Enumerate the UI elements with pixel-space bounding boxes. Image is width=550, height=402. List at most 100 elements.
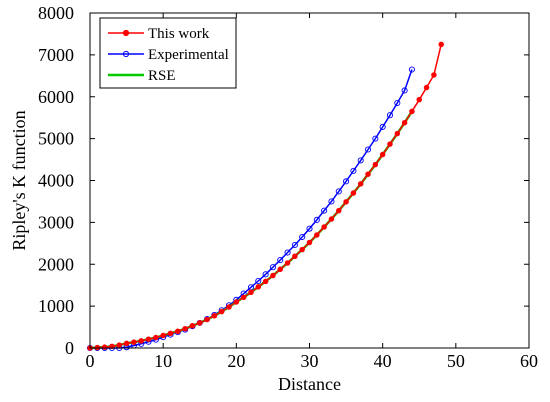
data-point (401, 119, 408, 126)
x-tick-label: 60 (520, 351, 538, 371)
data-point (175, 328, 181, 335)
data-point (291, 241, 298, 249)
data-point (218, 308, 225, 315)
data-point (394, 130, 401, 137)
data-point (365, 171, 371, 177)
data-point (336, 207, 342, 214)
data-point (379, 151, 386, 158)
series-line (89, 110, 413, 350)
series-line (90, 69, 413, 349)
legend-marker (122, 29, 130, 37)
y-tick-label: 5000 (38, 129, 74, 149)
data-point (277, 257, 284, 264)
data-point (138, 338, 144, 344)
data-point (416, 96, 423, 103)
data-point (255, 284, 262, 290)
data-point (401, 87, 408, 94)
data-point (167, 330, 174, 337)
data-point (321, 207, 328, 214)
legend-label: This work (148, 26, 210, 42)
data-point (109, 343, 115, 350)
legend-entry: RSE (108, 68, 176, 84)
y-tick-label: 8000 (38, 3, 74, 23)
data-point (328, 216, 335, 222)
data-point (196, 320, 203, 326)
x-tick-label: 10 (154, 351, 172, 371)
data-point (357, 157, 364, 164)
y-axis-title: Ripley's K function (9, 110, 29, 250)
data-point (408, 66, 415, 73)
data-point (438, 41, 444, 48)
data-point (233, 299, 240, 305)
legend-marker (122, 50, 130, 58)
x-tick-label: 20 (227, 351, 245, 371)
data-point (306, 225, 313, 232)
data-point (409, 108, 415, 115)
data-point (372, 135, 379, 142)
data-point (350, 190, 357, 196)
data-point (211, 313, 218, 319)
y-tick-label: 0 (65, 338, 74, 358)
x-tick-label: 30 (301, 351, 319, 371)
y-tick-label: 4000 (38, 171, 74, 191)
legend-entry: Experimental (108, 47, 229, 63)
x-tick-label: 50 (447, 351, 465, 371)
data-point (343, 199, 349, 205)
data-point (350, 167, 357, 174)
legend: This work Experimental RSE (99, 17, 237, 89)
data-point (431, 72, 437, 78)
data-point (269, 264, 276, 271)
data-point (357, 181, 364, 187)
data-point (262, 278, 269, 285)
data-point (313, 216, 320, 223)
data-point (101, 344, 108, 350)
data-point (189, 323, 196, 329)
data-point (123, 340, 130, 347)
y-tick-label: 3000 (38, 212, 74, 232)
data-point (299, 233, 306, 241)
data-point (328, 198, 335, 205)
data-point (314, 232, 320, 238)
series-this-work (87, 41, 444, 351)
data-point (284, 260, 291, 266)
data-point (394, 99, 401, 107)
data-point (379, 123, 386, 130)
data-point (343, 178, 350, 185)
series-rse (89, 110, 413, 350)
data-point (277, 266, 283, 273)
data-point (160, 332, 166, 339)
data-point (423, 84, 430, 91)
y-tick-label: 1000 (38, 296, 74, 316)
y-tick-label: 2000 (38, 254, 74, 274)
data-point (262, 271, 269, 278)
data-point (226, 304, 232, 310)
data-point (248, 289, 254, 296)
x-axis-title: Distance (278, 374, 341, 394)
data-point (116, 342, 123, 348)
x-tick-label: 40 (374, 351, 392, 371)
data-point (255, 277, 262, 285)
data-point (131, 339, 137, 345)
y-tick-label: 7000 (38, 45, 74, 65)
data-point (335, 188, 342, 195)
series-line (89, 44, 442, 349)
x-tick-label: 0 (86, 351, 95, 371)
data-point (299, 246, 305, 253)
y-tick-label: 6000 (38, 87, 74, 107)
data-point (292, 253, 298, 260)
data-point (182, 325, 188, 332)
data-point (240, 294, 247, 301)
data-point (306, 239, 313, 246)
data-point (153, 334, 159, 341)
data-point (386, 112, 394, 119)
series-layer (86, 41, 444, 352)
data-point (387, 141, 393, 147)
series-experimental (86, 66, 415, 352)
data-point (321, 224, 327, 230)
data-point (145, 336, 152, 342)
legend-entry: This work (108, 26, 210, 42)
data-point (364, 146, 372, 153)
legend-label: Experimental (148, 47, 229, 63)
legend-box (99, 17, 237, 89)
